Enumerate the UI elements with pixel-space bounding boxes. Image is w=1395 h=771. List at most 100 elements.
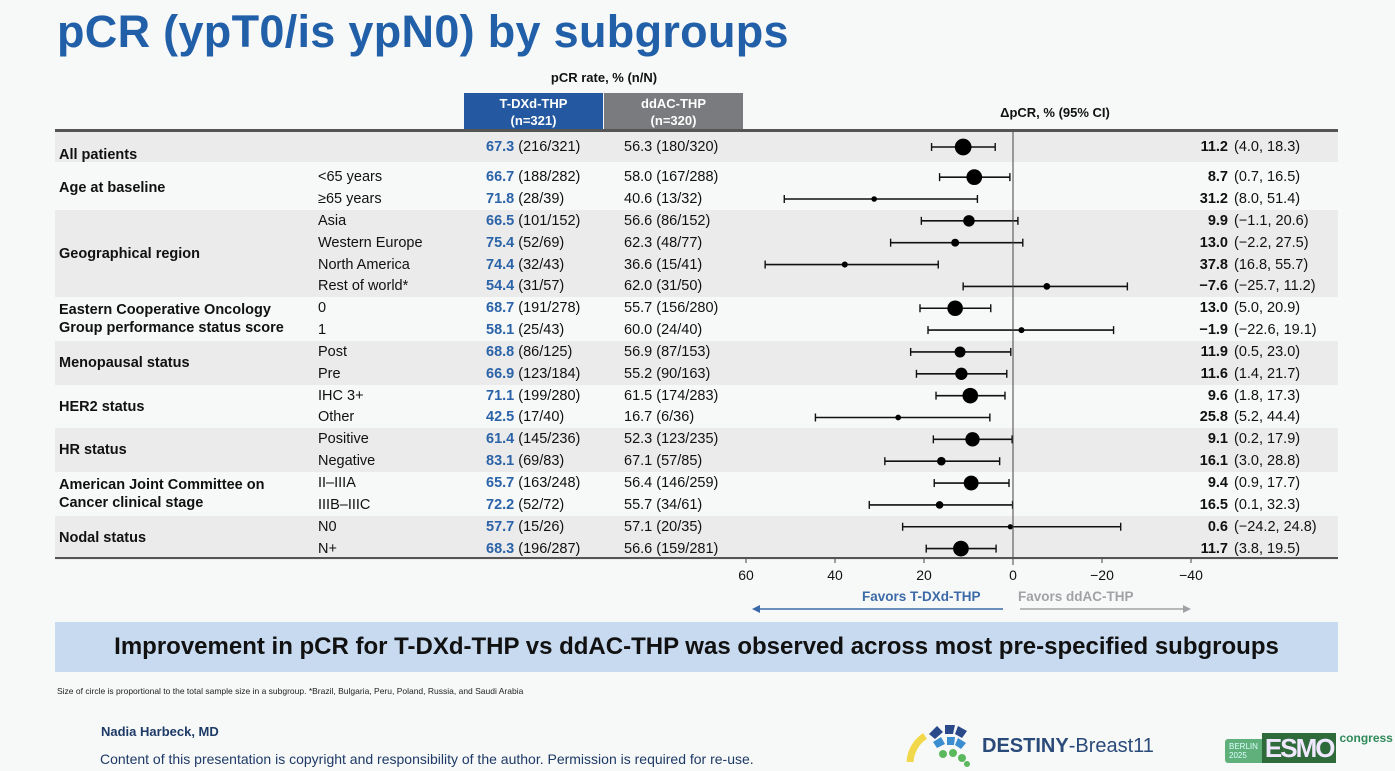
pcr-rate-header: pCR rate, % (n/N) [550, 70, 658, 85]
ddac-n: (34/61) [652, 496, 703, 513]
arm-name: T-DXd-THP [499, 96, 568, 111]
destiny-logo-icon [906, 725, 970, 767]
tdxd-n: (15/26) [514, 518, 565, 535]
ddac-n: (31/50) [652, 278, 703, 295]
delta-ci: (−25.7, 11.2) [1234, 278, 1316, 295]
subgroup-label: Asia [318, 212, 347, 229]
tdxd-rate: 66.9 (123/184) [486, 365, 580, 383]
tdxd-rate: 71.1 (199/280) [486, 387, 580, 405]
point-estimate [965, 432, 980, 447]
tdxd-rate: 72.2 (52/72) [486, 496, 564, 514]
esmo-congress: congress [1339, 731, 1393, 745]
tdxd-pct: 71.1 [486, 387, 515, 404]
ddac-pct: 55.7 [624, 300, 653, 317]
header-divider [55, 129, 1338, 132]
subgroup-label: N0 [318, 518, 337, 535]
forest-plot [745, 131, 1192, 613]
delta-estimate: 9.4 [1207, 475, 1228, 492]
tdxd-n: (145/236) [514, 431, 581, 448]
subgroup-label: N+ [318, 540, 337, 557]
ddac-pct: 60.0 [624, 322, 653, 339]
ddac-rate: 40.6 (13/32) [624, 190, 702, 208]
ddac-rate: 55.7 (34/61) [624, 496, 702, 514]
subgroup-label: II–IIIA [318, 475, 356, 492]
row-band [55, 515, 1338, 560]
delta-estimate: 13.0 [1199, 300, 1228, 317]
delta-value: 16.1 [1130, 452, 1228, 470]
ddac-pct: 56.6 [624, 540, 653, 557]
subgroup-label: Rest of world* [318, 278, 409, 295]
ddac-rate: 52.3 (123/235) [624, 430, 718, 448]
delta-estimate: 9.9 [1207, 212, 1228, 229]
presenter-name: Nadia Harbeck, MD [101, 724, 219, 739]
subgroup-label: Other [318, 409, 355, 426]
tdxd-rate: 71.8 (28/39) [486, 190, 564, 208]
ddac-n: (15/41) [652, 256, 703, 273]
delta-estimate: 13.0 [1199, 234, 1228, 251]
tdxd-rate: 75.4 (52/69) [486, 234, 564, 252]
footnote: Size of circle is proportional to the to… [57, 686, 524, 696]
point-estimate [954, 138, 972, 156]
ddac-pct: 16.7 [624, 409, 653, 426]
delta-value: 9.4 [1130, 474, 1228, 492]
ddac-pct: 56.9 [624, 343, 653, 360]
ddac-pct: 56.4 [624, 475, 653, 492]
x-tick-label: −40 [1179, 567, 1203, 583]
tdxd-n: (52/69) [514, 234, 565, 251]
delta-estimate: 31.2 [1199, 190, 1228, 207]
ddac-rate: 62.0 (31/50) [624, 277, 702, 295]
slide-title: pCR (ypT0/is ypN0) by subgroups [57, 6, 789, 57]
delta-estimate: 11.6 [1200, 365, 1228, 382]
esmo-year: 2025 [1229, 751, 1247, 760]
tdxd-pct: 68.8 [486, 343, 515, 360]
esmo-wordmark: ESMO [1261, 733, 1337, 763]
subgroup-label: Post [318, 343, 348, 360]
point-estimate [935, 501, 944, 509]
group-label: Menopausal status [59, 354, 190, 371]
group-label: HER2 status [59, 398, 145, 415]
favors-tdxd-label: Favors T-DXd-THP [862, 589, 981, 604]
delta-estimate: −1.9 [1199, 322, 1228, 339]
tdxd-rate: 67.3 (216/321) [486, 138, 580, 156]
delta-ci: (1.4, 21.7) [1234, 365, 1301, 382]
tdxd-rate: 83.1 (69/83) [486, 452, 564, 470]
ddac-pct: 56.6 [624, 212, 653, 229]
arm-header-tdxd: T-DXd-THP (n=321) [464, 93, 603, 131]
ddac-n: (13/32) [652, 190, 703, 207]
point-estimate [954, 346, 966, 358]
delta-value: 16.5 [1130, 496, 1228, 514]
arrow-head-left [752, 605, 760, 613]
delta-estimate: 16.5 [1199, 496, 1228, 513]
ddac-pct: 56.3 [624, 139, 653, 155]
tdxd-rate: 66.7 (188/282) [486, 168, 580, 186]
row-band [55, 341, 1338, 385]
delta-ci: (4.0, 18.3) [1234, 139, 1301, 155]
tdxd-rate: 61.4 (145/236) [486, 430, 580, 448]
group-label: Geographical region [59, 245, 200, 262]
tdxd-pct: 61.4 [486, 431, 515, 448]
tdxd-n: (101/152) [514, 212, 581, 229]
tdxd-rate: 42.5 (17/40) [486, 408, 564, 426]
ddac-rate: 55.2 (90/163) [624, 365, 710, 383]
ddac-pct: 58.0 [624, 169, 653, 186]
delta-estimate: 37.8 [1199, 256, 1228, 273]
tdxd-rate: 54.4 (31/57) [486, 277, 564, 295]
delta-value: 25.8 [1130, 408, 1228, 426]
subgroup-label: Negative [318, 453, 376, 470]
subgroup-label: Pre [318, 365, 341, 382]
logo-text: -Breast11 [1068, 735, 1154, 757]
tdxd-rate: 68.8 (86/125) [486, 343, 572, 361]
ddac-rate: 61.5 (174/283) [624, 387, 718, 405]
table-bottom-divider [55, 557, 1338, 559]
x-tick-label: −20 [1090, 567, 1114, 583]
group-label: Age at baseline [59, 180, 166, 197]
ddac-rate: 56.9 (87/153) [624, 343, 710, 361]
tdxd-pct: 68.7 [486, 300, 515, 317]
delta-ci: (−24.2, 24.8) [1234, 518, 1317, 535]
group-label: All patients [59, 146, 138, 163]
tdxd-n: (188/282) [514, 169, 581, 186]
subgroup-label: Western Europe [318, 234, 423, 251]
delta-estimate: 8.7 [1207, 169, 1228, 186]
row-band [55, 132, 1338, 162]
ddac-rate: 62.3 (48/77) [624, 234, 702, 252]
